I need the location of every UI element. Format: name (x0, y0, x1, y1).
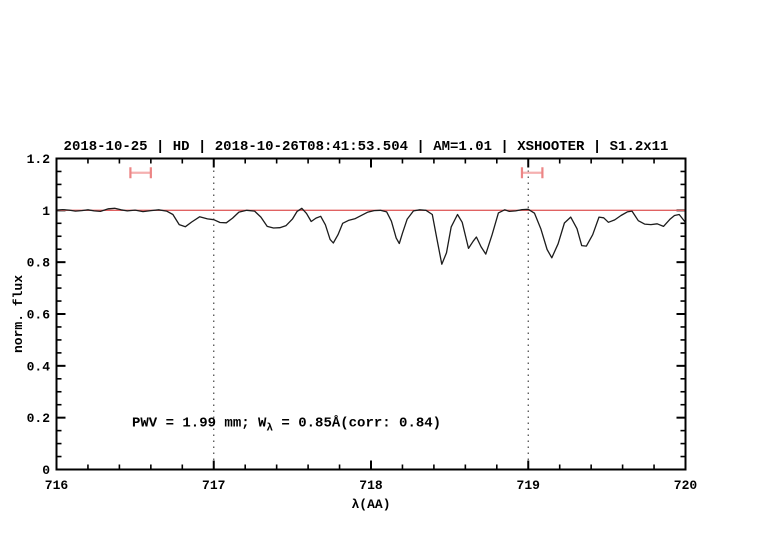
pwv-annotation-prefix: PWV = 1.99 mm; W (132, 416, 267, 432)
y-tick-label: 0.8 (27, 256, 51, 271)
plot-frame (55, 157, 687, 471)
x-tick-label: 717 (202, 478, 225, 493)
y-tick-label: 0.4 (27, 359, 51, 374)
y-tick-label: 1.2 (27, 152, 51, 167)
x-tick-label: 720 (674, 478, 698, 493)
x-tick-label: 718 (359, 478, 383, 493)
y-axis-label: norm. flux (11, 275, 26, 353)
x-tick-label: 716 (45, 478, 69, 493)
y-tick-label: 0.2 (27, 411, 51, 426)
pwv-annotation-suffix: = 0.85Å(corr: 0.84) (273, 415, 441, 432)
plot-title: 2018-10-25 | HD | 2018-10-26T08:41:53.50… (64, 139, 669, 155)
pwv-annotation: PWV = 1.99 mm; Wλ = 0.85Å(corr: 0.84) (132, 415, 441, 435)
y-tick-label: 1 (42, 204, 50, 219)
plot-internals: 716 717 718 719 720 0 0.2 0.4 0.6 0.8 1 1.2 (27, 152, 698, 493)
pwv-annotation-subscript: λ (266, 423, 273, 435)
y-tick-label: 0.6 (27, 308, 51, 323)
y-tick-label: 0 (42, 463, 50, 478)
x-axis-label: λ(AA) (351, 497, 390, 512)
x-tick-label: 719 (517, 478, 541, 493)
spectrum-curve (56, 207, 687, 265)
